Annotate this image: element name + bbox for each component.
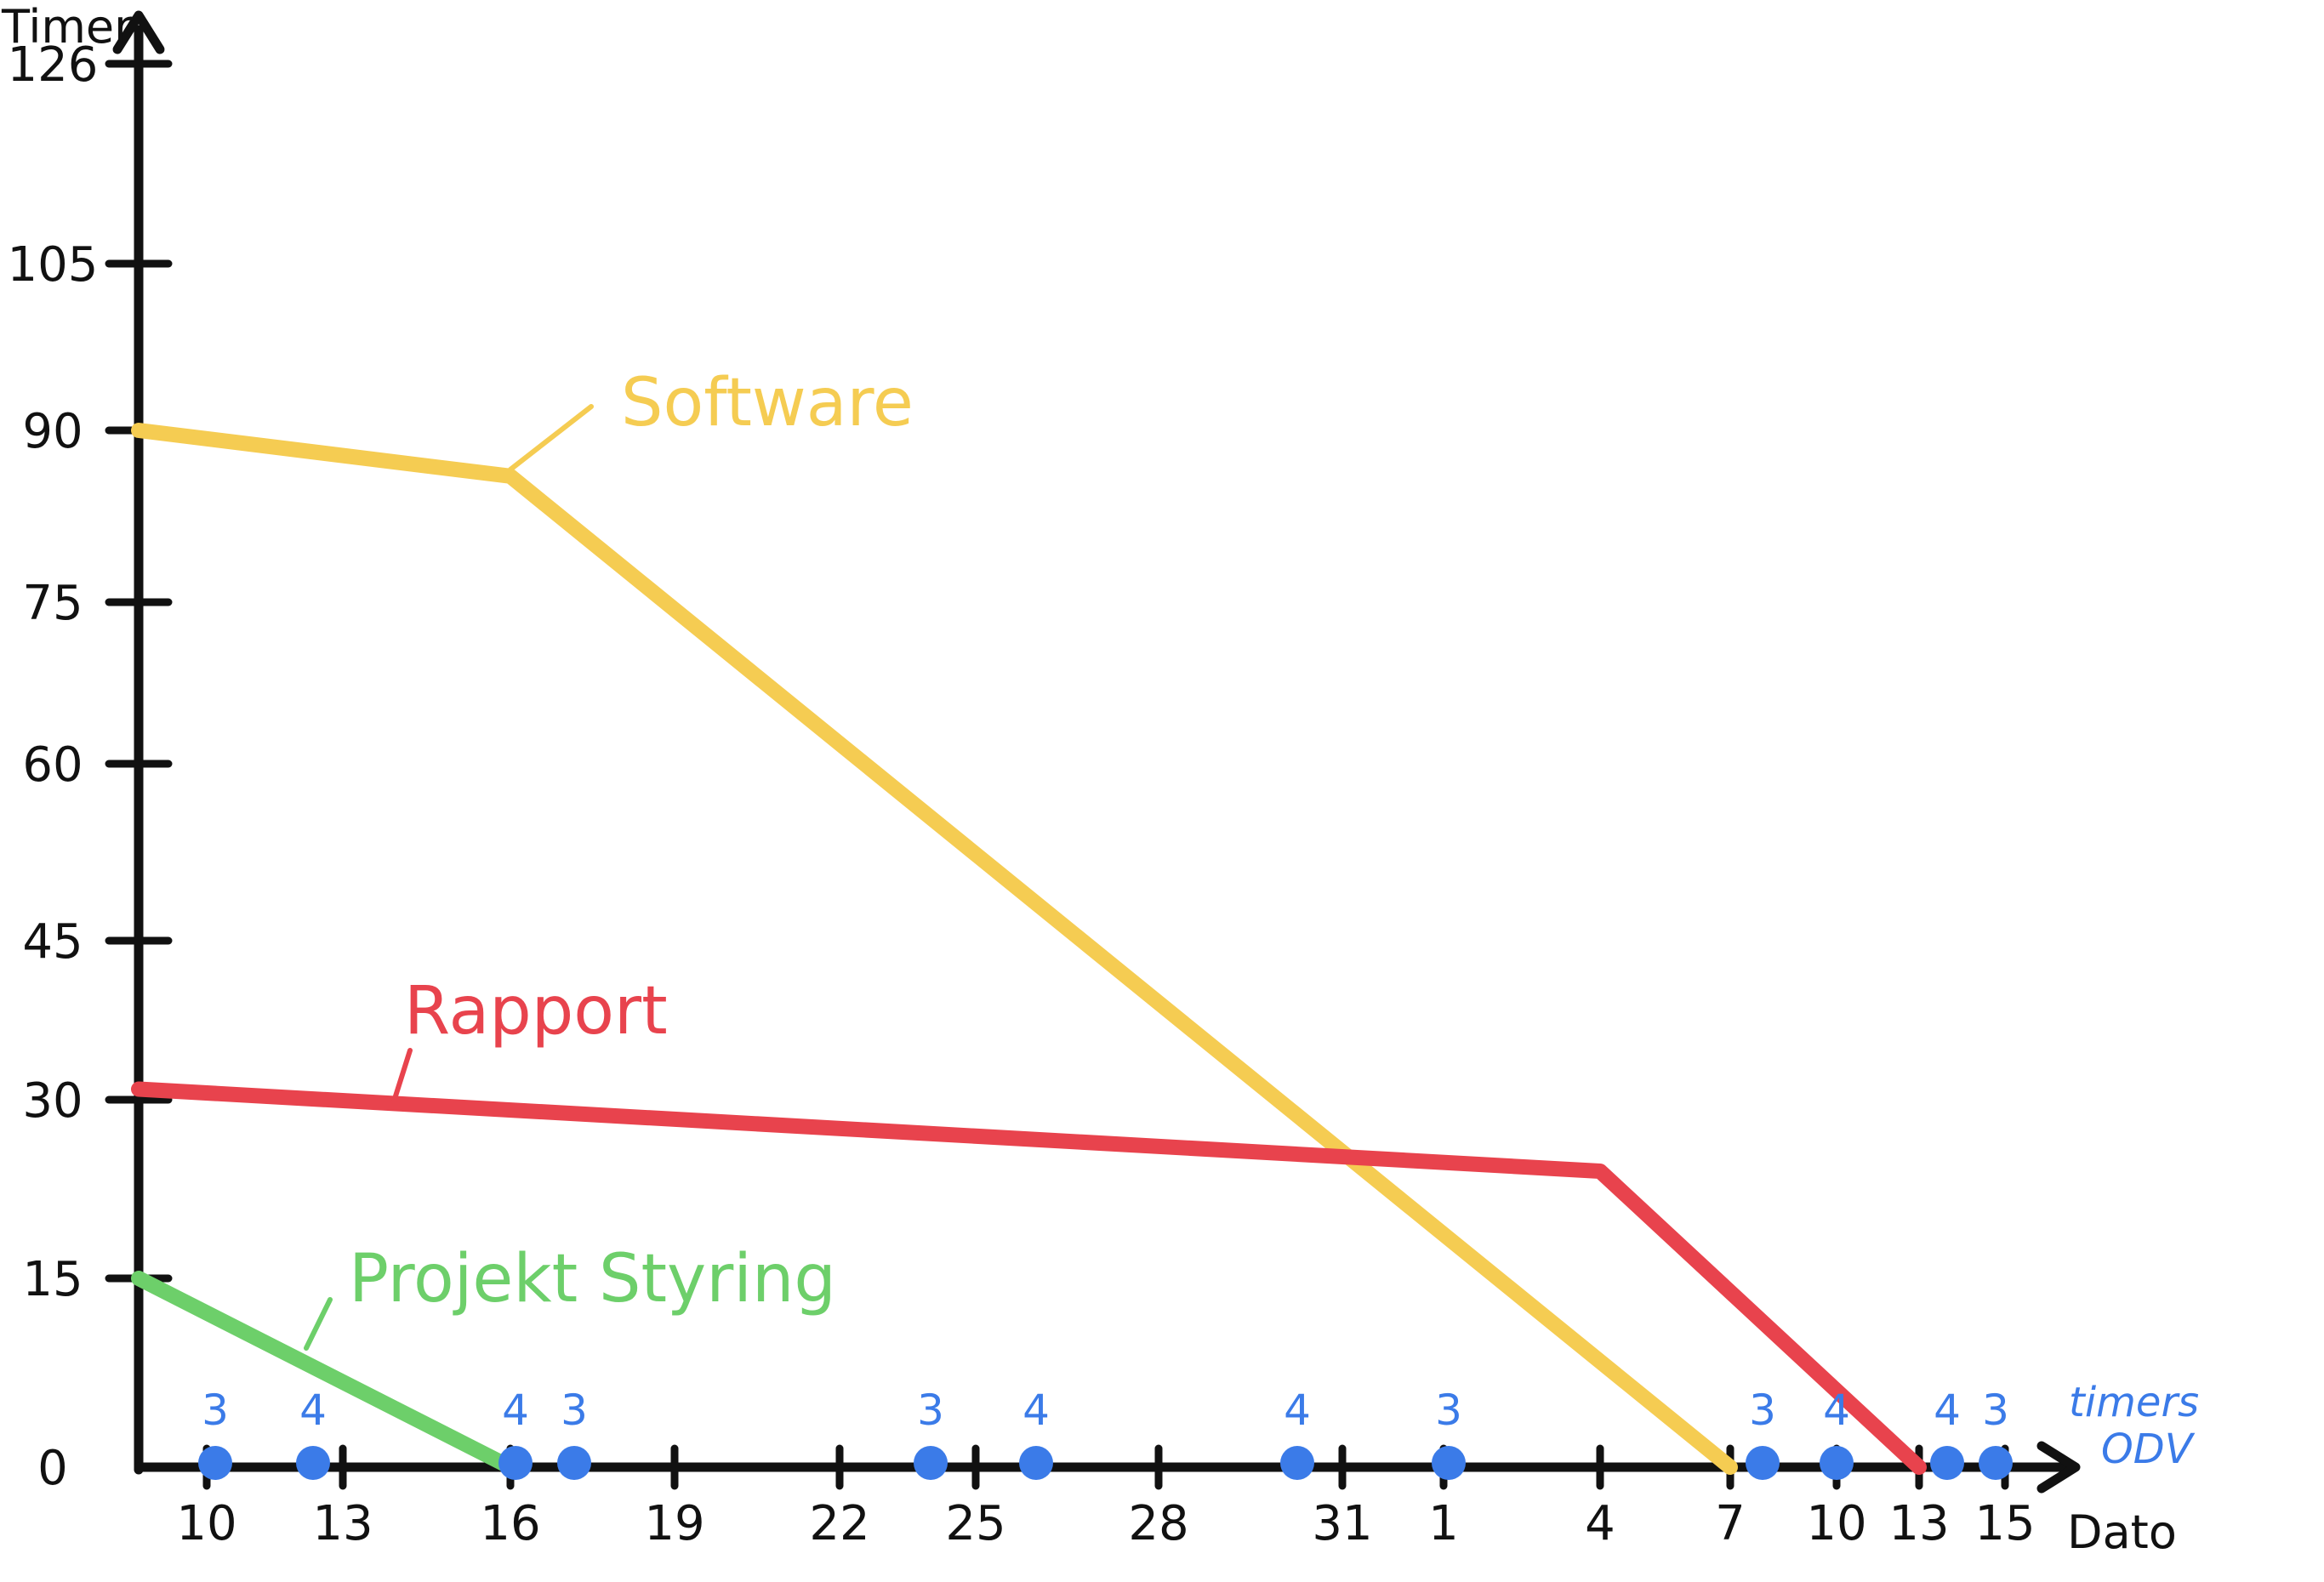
series-lines: Software Rapport Projekt Styring: [131, 365, 1927, 1475]
x-tick-label: 1: [1428, 1496, 1459, 1551]
milestone-dot-label: 3: [202, 1386, 229, 1435]
milestone-dot: [1746, 1446, 1780, 1480]
y-tick-label: 60: [22, 737, 83, 793]
y-tick-label: 75: [22, 576, 83, 631]
series-line-software: [131, 423, 1738, 1475]
milestone-dot: [1019, 1446, 1053, 1480]
milestone-dot: [914, 1446, 948, 1480]
milestone-dot: [1280, 1446, 1314, 1480]
series-label: Projekt Styring: [349, 1241, 836, 1317]
series-line-projekt-styring: [131, 1271, 518, 1475]
y-axis-arrow: [112, 10, 165, 54]
dots-unit-label: timers ODV: [2069, 1379, 2199, 1473]
series-label: Software: [621, 365, 914, 441]
x-axis-title: Dato: [2067, 1505, 2177, 1559]
y-tick-label: 30: [22, 1073, 83, 1129]
milestone-dot-label: 4: [502, 1386, 529, 1435]
y-ticks: 0 15 30 45 60 75 90 105 126: [8, 37, 173, 1496]
milestone-dot-label: 3: [917, 1386, 944, 1435]
milestone-dot: [557, 1446, 591, 1480]
milestone-dot-label: 4: [1823, 1386, 1850, 1435]
x-tick-label: 16: [480, 1496, 540, 1551]
y-tick-label: 105: [8, 237, 99, 293]
series-label: Rapport: [404, 973, 668, 1050]
x-tick-label: 19: [644, 1496, 704, 1551]
milestone-dot: [1930, 1446, 1964, 1480]
x-tick-label: 7: [1715, 1496, 1746, 1551]
milestone-dot-label: 4: [299, 1386, 327, 1435]
milestone-dot-label: 3: [561, 1386, 588, 1435]
x-tick-label: 13: [1888, 1496, 1949, 1551]
series-label-leader: [304, 1297, 333, 1351]
series-label-leader: [391, 1048, 413, 1104]
x-tick-label: 13: [312, 1496, 373, 1551]
milestone-dot-label: 3: [1749, 1386, 1776, 1435]
y-axis-title: Timer: [1, 0, 134, 54]
milestone-dot: [198, 1446, 232, 1480]
x-axis-arrow: [2036, 1441, 2081, 1494]
x-tick-label: 15: [1974, 1496, 2035, 1551]
milestone-dot: [296, 1446, 330, 1480]
axes: [112, 10, 2081, 1494]
y-tick-label: 45: [22, 914, 83, 970]
milestone-dot-label: 3: [1982, 1386, 2009, 1435]
milestone-dot-label: 4: [1934, 1386, 1961, 1435]
milestone-dot-label: 4: [1284, 1386, 1311, 1435]
milestone-dot: [1432, 1446, 1466, 1480]
y-tick-label: 0: [37, 1441, 68, 1496]
milestone-dot: [1820, 1446, 1854, 1480]
y-tick-label: 126: [8, 37, 99, 93]
x-tick-label: 31: [1312, 1496, 1372, 1551]
labels: Timer Dato timers ODV: [1, 0, 2199, 1559]
milestone-dot-label: 4: [1022, 1386, 1050, 1435]
x-tick-label: 10: [176, 1496, 236, 1551]
x-tick-label: 28: [1128, 1496, 1188, 1551]
milestone-dot: [1979, 1446, 2013, 1480]
x-tick-label: 10: [1806, 1496, 1866, 1551]
series-line-rapport: [131, 1081, 1927, 1475]
milestone-dot: [498, 1446, 533, 1480]
x-tick-label: 4: [1585, 1496, 1615, 1551]
x-tick-label: 22: [809, 1496, 869, 1551]
y-tick-label: 90: [22, 404, 83, 459]
series-label-leader: [508, 404, 594, 472]
y-tick-label: 15: [22, 1252, 83, 1307]
x-tick-label: 25: [945, 1496, 1005, 1551]
milestone-dot-label: 3: [1435, 1386, 1462, 1435]
